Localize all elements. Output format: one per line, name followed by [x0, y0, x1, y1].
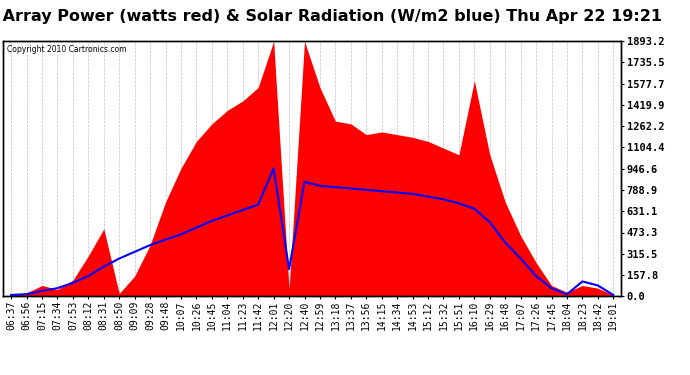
Text: Copyright 2010 Cartronics.com: Copyright 2010 Cartronics.com	[6, 45, 126, 54]
Text: East Array Power (watts red) & Solar Radiation (W/m2 blue) Thu Apr 22 19:21: East Array Power (watts red) & Solar Rad…	[0, 9, 662, 24]
